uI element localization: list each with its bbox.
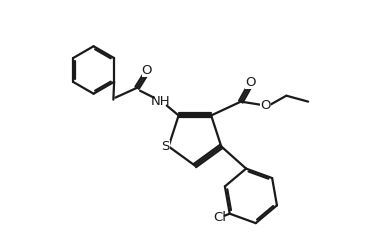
Text: O: O: [260, 99, 271, 112]
Text: S: S: [162, 140, 170, 153]
Text: O: O: [245, 76, 256, 89]
Text: NH: NH: [151, 95, 171, 108]
Text: O: O: [142, 65, 152, 77]
Text: Cl: Cl: [213, 211, 226, 224]
